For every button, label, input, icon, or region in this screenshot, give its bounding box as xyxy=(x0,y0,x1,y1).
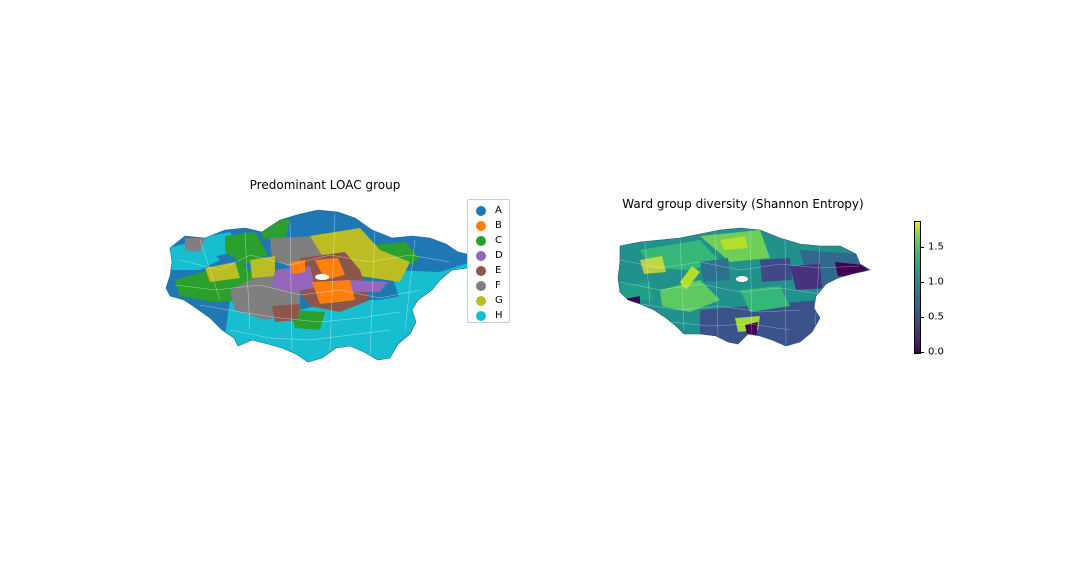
legend-swatch xyxy=(476,250,486,261)
colorbar-tick-label: 0.0 xyxy=(928,346,944,358)
legend-swatch xyxy=(476,310,486,321)
loac-map xyxy=(166,210,482,362)
colorbar-tick-label: 1.5 xyxy=(928,241,944,253)
legend-swatch xyxy=(476,280,486,291)
legend-item: F xyxy=(476,278,501,293)
legend-swatch xyxy=(476,220,486,231)
legend-swatch xyxy=(476,235,486,246)
legend-item: D xyxy=(476,248,503,263)
legend-swatch xyxy=(476,205,486,216)
legend-label: F xyxy=(495,280,501,291)
legend-label: A xyxy=(495,205,502,216)
entropy-colorbar xyxy=(914,221,921,354)
legend-swatch xyxy=(476,295,486,306)
legend-item: H xyxy=(476,308,503,323)
legend-item: C xyxy=(476,233,502,248)
loac-legend: A B C D E F G H xyxy=(467,199,510,323)
legend-swatch xyxy=(476,265,486,276)
legend-label: H xyxy=(495,310,503,321)
legend-item: G xyxy=(476,293,503,308)
legend-label: G xyxy=(495,295,503,306)
london-outline-right xyxy=(617,227,871,347)
legend-item: A xyxy=(476,203,502,218)
colorbar-tick-label: 0.5 xyxy=(928,311,944,323)
entropy-map xyxy=(618,228,870,346)
right-map-title: Ward group diversity (Shannon Entropy) xyxy=(622,197,864,211)
colorbar-tick-label: 1.0 xyxy=(928,276,944,288)
london-outline-left xyxy=(165,209,483,363)
legend-item: B xyxy=(476,218,502,233)
legend-item: E xyxy=(476,263,501,278)
colorbar-tick xyxy=(920,247,924,248)
left-map-title: Predominant LOAC group xyxy=(249,178,401,192)
colorbar-tick xyxy=(920,317,924,318)
legend-label: D xyxy=(495,250,503,261)
colorbar-tick xyxy=(920,352,924,353)
legend-label: B xyxy=(495,220,502,231)
colorbar-tick xyxy=(920,282,924,283)
legend-label: E xyxy=(495,265,502,276)
legend-label: C xyxy=(495,235,502,246)
